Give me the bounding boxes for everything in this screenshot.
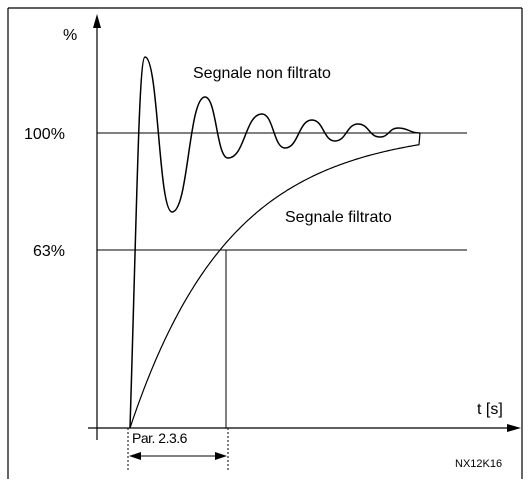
level-63-label: 63% [33,243,65,260]
y-label: % [63,27,77,44]
par-arrow-right [215,452,227,460]
unfiltered-label: Segnale non filtrato [193,65,331,82]
unfiltered-curve [129,56,421,429]
figure-code: NX12K16 [455,458,502,470]
level-100-label: 100% [24,126,65,143]
filtered-curve [129,132,421,429]
parameter-label: Par. 2.3.6 [132,430,188,446]
par-arrow-left [129,452,141,460]
x-label: t [s] [477,401,503,418]
y-axis-arrow [93,14,101,28]
filtered-label: Segnale filtrato [285,209,392,226]
x-axis-arrow [507,424,521,432]
